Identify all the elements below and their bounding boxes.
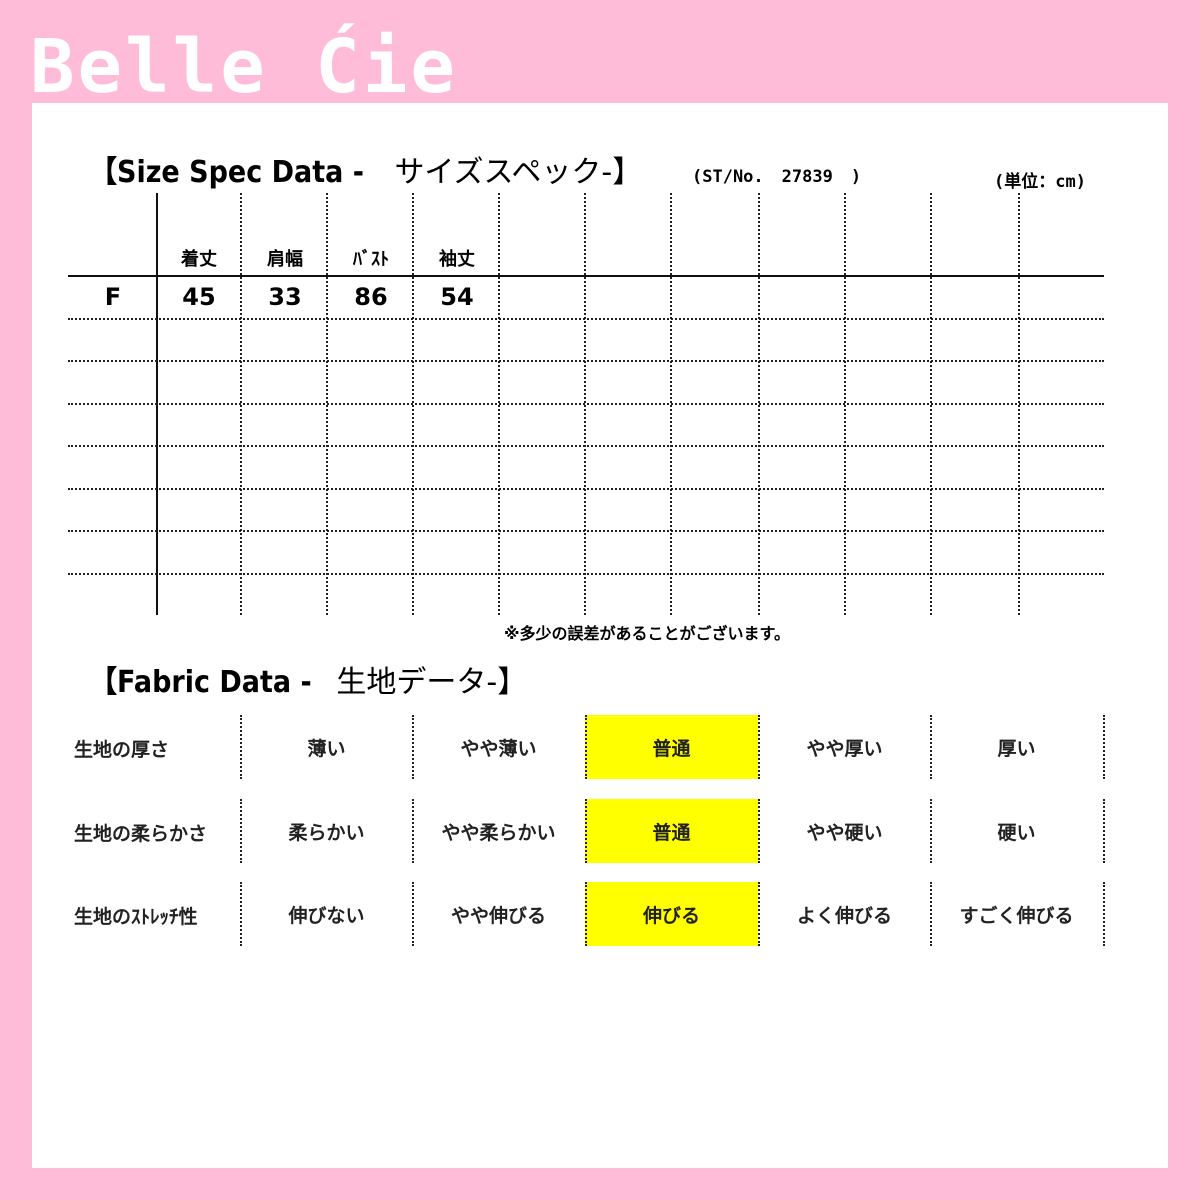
size-spec-title: 【Size Spec Data - サイズスペック-】	[90, 147, 642, 191]
header-length: 着丈	[181, 249, 217, 270]
fabric-option: やや硬い	[806, 821, 883, 844]
fabric-grid-line	[585, 882, 587, 946]
value-length: 45	[182, 283, 216, 311]
value-sleeve: 54	[440, 283, 474, 311]
fabric-option: 薄い	[307, 737, 346, 760]
fabric-grid-line	[1103, 799, 1105, 863]
fabric-grid-line	[240, 882, 242, 946]
header-sleeve: 袖丈	[439, 249, 475, 270]
fabric-grid-line	[585, 715, 587, 779]
content-panel: 【Size Spec Data - サイズスペック-】 (ST/No. 27839)…	[32, 103, 1168, 1168]
value-shoulder: 33	[268, 283, 302, 311]
header-shoulder: 肩幅	[267, 249, 303, 270]
fabric-grid-line	[758, 799, 760, 863]
fabric-grid-line	[412, 715, 414, 779]
style-number-value: 27839	[781, 167, 833, 187]
fabric-grid-line	[930, 882, 932, 946]
fabric-grid-line	[240, 799, 242, 863]
size-grid-row-line	[68, 530, 1104, 532]
fabric-grid-line	[1103, 715, 1105, 779]
fabric-option-selected: 普通	[585, 799, 758, 863]
fabric-grid-line	[758, 715, 760, 779]
fabric-row-label: 生地の厚さ	[74, 739, 170, 761]
fabric-grid-line	[585, 799, 587, 863]
fabric-data-title: 【Fabric Data - 生地データ-】	[90, 657, 527, 701]
size-grid-row-line	[68, 403, 1104, 405]
size-grid-row-line	[68, 445, 1104, 447]
fabric-grid-line	[412, 799, 414, 863]
fabric-grid-line	[412, 882, 414, 946]
size-grid-row-line	[68, 360, 1104, 362]
size-grid-row-line	[68, 488, 1104, 490]
size-label: F	[104, 283, 122, 311]
size-grid-header-line	[68, 275, 1104, 277]
fabric-option-selected: 伸びる	[585, 882, 758, 946]
size-grid-row-line	[68, 573, 1104, 575]
style-number: (ST/No. 27839)	[692, 167, 861, 187]
fabric-option: 柔らかい	[288, 821, 365, 844]
size-spec-title-jp: サイズスペック-】	[394, 155, 643, 190]
fabric-data-title-en: 【Fabric Data -	[90, 665, 312, 700]
fabric-grid-line	[758, 882, 760, 946]
fabric-option: やや厚い	[806, 737, 883, 760]
fabric-option-selected: 普通	[585, 715, 758, 779]
style-number-label: (ST/No.	[692, 167, 764, 187]
fabric-data-title-jp: 生地データ-】	[336, 665, 528, 700]
tolerance-note: ※多少の誤差があることがございます。	[504, 624, 790, 643]
style-number-close: )	[850, 167, 862, 187]
fabric-grid-line	[930, 715, 932, 779]
fabric-option: 伸びない	[288, 904, 365, 927]
fabric-option: 厚い	[997, 737, 1036, 760]
unit-label: (単位：cm)	[994, 172, 1086, 192]
value-bust: 86	[354, 283, 388, 311]
fabric-option: やや伸びる	[450, 904, 546, 927]
fabric-row-label: 生地の柔らかさ	[74, 823, 208, 845]
fabric-option: 硬い	[997, 821, 1036, 844]
header-bust: ﾊﾞｽﾄ	[353, 249, 389, 270]
size-grid-row-line	[68, 318, 1104, 320]
fabric-option: すごく伸びる	[959, 904, 1074, 927]
fabric-option: やや薄い	[460, 737, 537, 760]
fabric-grid-line	[930, 799, 932, 863]
brand-logo: Belle Ćie	[30, 24, 458, 110]
fabric-row-label: 生地のｽﾄﾚｯﾁ性	[74, 906, 198, 928]
size-spec-title-en: 【Size Spec Data -	[90, 155, 364, 190]
fabric-option: よく伸びる	[796, 904, 892, 927]
fabric-grid-line	[240, 715, 242, 779]
fabric-option: やや柔らかい	[441, 821, 556, 844]
fabric-grid-line	[1103, 882, 1105, 946]
